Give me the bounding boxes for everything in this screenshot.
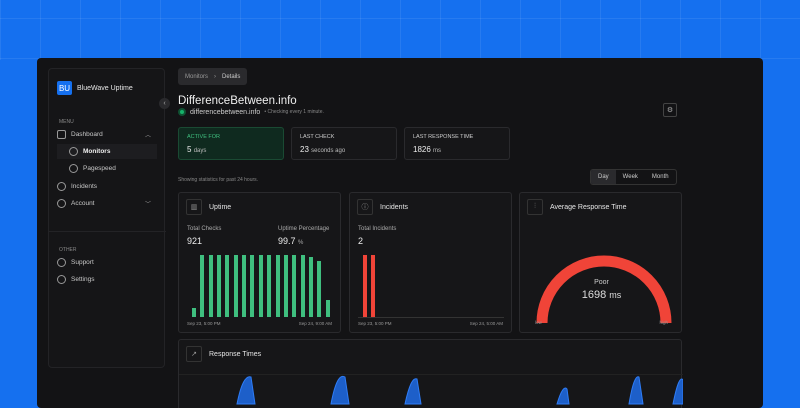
response-times-card: ↗ Response Times xyxy=(178,339,683,408)
chevron-right-icon: › xyxy=(214,73,217,80)
gauge-icon xyxy=(69,164,78,173)
gauge-arc xyxy=(536,255,672,324)
settings-icon: ⚙ xyxy=(666,107,674,114)
response-spike xyxy=(672,378,683,405)
divider xyxy=(49,231,166,232)
alert-circle-icon xyxy=(57,182,66,191)
sidebar-item-monitors[interactable]: Monitors xyxy=(57,144,157,159)
chart-bar[interactable] xyxy=(317,261,322,317)
chart-bar[interactable] xyxy=(258,255,263,317)
trending-up-icon: ↗ xyxy=(186,346,202,362)
chevron-up-icon: ︿ xyxy=(144,133,151,139)
response-spike xyxy=(628,376,644,405)
configure-button[interactable]: ⚙ xyxy=(663,103,677,117)
sidebar-item-support[interactable]: Support xyxy=(57,255,157,270)
background-grid xyxy=(0,0,800,60)
total-checks-label: Total Checks xyxy=(187,226,222,232)
other-label: OTHER xyxy=(59,247,77,253)
chart-bar[interactable] xyxy=(283,255,288,317)
user-icon xyxy=(57,199,66,208)
incidents-card: ⓘ Incidents Total Incidents 2 Sep 23, 5:0… xyxy=(349,192,512,333)
chart-bar[interactable] xyxy=(292,255,297,317)
response-gauge xyxy=(536,255,672,324)
range-month[interactable]: Month xyxy=(651,174,669,180)
page-title: DifferenceBetween.info xyxy=(178,95,297,107)
chart-bar[interactable] xyxy=(200,255,205,317)
stat-last-response: LAST RESPONSE TIME 1826 ms xyxy=(404,127,510,160)
x-label-start: Sep 23, 5:00 PM xyxy=(187,321,221,326)
stat-active-for: ACTIVE FOR 5 days xyxy=(178,127,284,160)
chart-bar[interactable] xyxy=(250,255,255,317)
uptime-bars xyxy=(187,255,330,317)
gauge-low: low xyxy=(535,320,542,325)
menu-label: MENU xyxy=(59,119,74,125)
chart-bar[interactable] xyxy=(225,255,230,317)
app-name: BlueWave Uptime xyxy=(77,84,133,92)
gauge-high: high xyxy=(659,320,668,325)
sidebar-item-dashboard[interactable]: Dashboard ︿ xyxy=(57,127,157,142)
chart-bar[interactable] xyxy=(233,255,238,317)
check-interval: • Checking every 1 minute. xyxy=(264,109,324,115)
breadcrumb-details: Details xyxy=(222,73,241,80)
response-spike xyxy=(330,375,350,405)
chart-bar[interactable] xyxy=(363,255,367,317)
chart-bar[interactable] xyxy=(242,255,247,317)
uptime-card: ▥ Uptime Total Checks 921 Uptime Percenta… xyxy=(178,192,341,333)
chart-bar[interactable] xyxy=(371,255,376,317)
sidebar-item-account[interactable]: Account ﹀ xyxy=(57,196,157,211)
baseline xyxy=(358,317,504,318)
home-icon xyxy=(57,130,66,139)
total-incidents-label: Total Incidents xyxy=(358,226,397,232)
x-label-end: Sep 24, 5:00 AM xyxy=(469,321,503,326)
chart-bar[interactable] xyxy=(267,255,272,317)
sidebar-item-pagespeed[interactable]: Pagespeed xyxy=(57,161,157,176)
range-day[interactable]: Day xyxy=(591,170,616,184)
monitor-url: differencebetween.info xyxy=(190,108,261,116)
chart-bar[interactable] xyxy=(192,307,196,317)
chart-bar[interactable] xyxy=(308,256,313,317)
monitor-url-row: differencebetween.info • Checking every 1… xyxy=(178,108,324,116)
status-dot xyxy=(178,108,186,116)
uptime-pct-label: Uptime Percentage xyxy=(278,226,330,232)
range-selector: Day Week Month xyxy=(590,169,677,185)
chart-bar[interactable] xyxy=(217,255,222,317)
incident-bars xyxy=(358,255,498,317)
sidebar-item-incidents[interactable]: Incidents xyxy=(57,179,157,194)
response-spike xyxy=(236,376,256,405)
globe-icon xyxy=(69,147,78,156)
gauge-rating: Poor xyxy=(594,279,609,286)
range-week[interactable]: Week xyxy=(622,174,638,180)
chart-bar[interactable] xyxy=(275,255,280,317)
sidebar-item-settings[interactable]: Settings xyxy=(57,272,157,287)
alert-circle-icon: ⓘ xyxy=(357,199,373,215)
total-checks-value: 921 xyxy=(187,236,203,246)
bar-chart-icon: ▥ xyxy=(186,199,202,215)
response-spike xyxy=(556,387,570,405)
response-area-chart xyxy=(236,375,683,405)
breadcrumb: Monitors › Details xyxy=(178,68,248,85)
total-incidents-value: 2 xyxy=(358,236,364,246)
uptime-pct-value: 99.7 xyxy=(278,236,296,246)
lifebuoy-icon xyxy=(57,258,66,267)
logo: BU BlueWave Uptime xyxy=(57,81,133,95)
x-label-end: Sep 24, 9:00 AM xyxy=(298,321,332,326)
gauge-value: 1698 xyxy=(581,289,607,301)
x-label-start: Sep 23, 5:00 PM xyxy=(358,321,392,326)
collapse-sidebar-button[interactable]: ‹ xyxy=(159,98,170,109)
range-note: Showing statistics for past 24 hours. xyxy=(178,177,259,183)
activity-icon: ⫶ xyxy=(527,199,543,215)
gridline xyxy=(179,374,683,375)
breadcrumb-monitors[interactable]: Monitors xyxy=(185,73,209,80)
chevron-down-icon: ﹀ xyxy=(144,202,151,208)
chart-bar[interactable] xyxy=(300,255,305,317)
chart-bar[interactable] xyxy=(208,255,213,317)
app-window: BU BlueWave Uptime MENU Dashboard ︿ Monito… xyxy=(37,58,763,408)
gear-icon xyxy=(57,275,66,284)
response-spike xyxy=(404,378,422,405)
sidebar: BU BlueWave Uptime MENU Dashboard ︿ Monito… xyxy=(48,68,166,368)
avg-response-card: ⫶ Average Response Time Poor 1698 ms low … xyxy=(519,192,682,333)
chart-bar[interactable] xyxy=(325,299,330,317)
stat-last-check: LAST CHECK 23 seconds ago xyxy=(291,127,397,160)
